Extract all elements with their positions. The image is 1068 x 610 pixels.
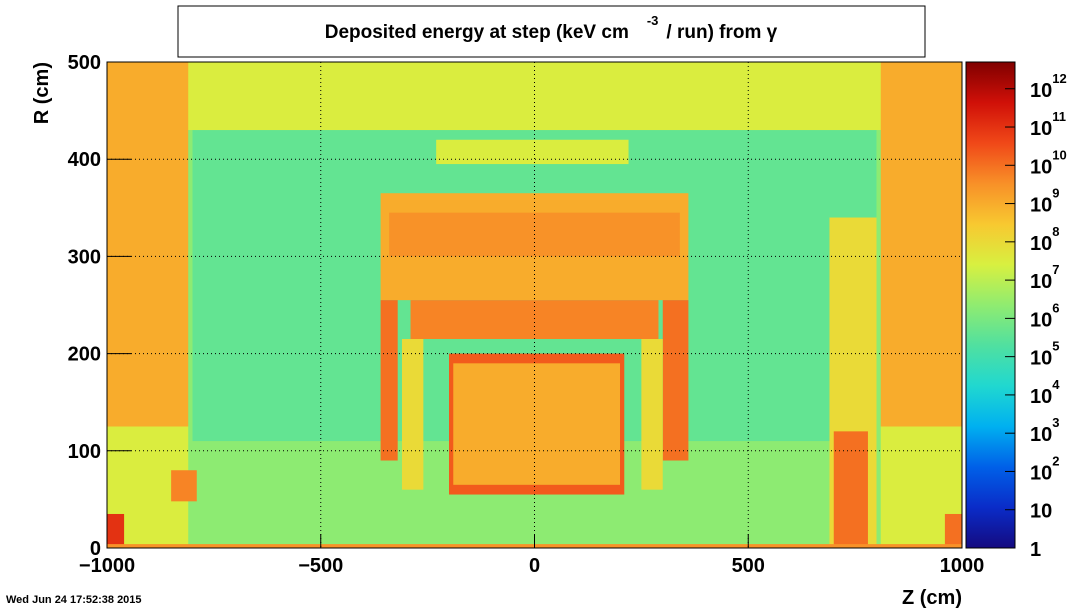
x-tick-label: −1000	[79, 555, 135, 577]
z-tick-label: 107	[1030, 262, 1059, 293]
z-tick-label: 104	[1030, 377, 1060, 408]
z-tick-exponent: 6	[1052, 300, 1059, 315]
z-tick-exponent: 4	[1052, 377, 1060, 392]
heat-cell	[107, 513, 125, 548]
z-tick-base: 10	[1030, 118, 1052, 140]
title-text: / run) from γ	[666, 22, 777, 43]
title-superscript: -3	[647, 13, 659, 28]
heat-cell	[107, 62, 189, 427]
z-tick-base: 10	[1030, 386, 1052, 408]
title-text: Deposited energy at step (keV cm	[325, 22, 629, 43]
z-tick-label: 106	[1030, 300, 1059, 331]
footer-date: Wed Jun 24 17:52:38 2015	[6, 594, 142, 606]
z-tick-base: 10	[1030, 348, 1052, 370]
z-tick-label: 1	[1030, 539, 1041, 561]
z-tick-exponent: 7	[1052, 262, 1059, 277]
x-tick-label: −500	[298, 555, 343, 577]
z-tick-exponent: 3	[1052, 415, 1059, 430]
heat-cell	[107, 62, 962, 131]
z-tick-base: 10	[1030, 156, 1052, 178]
y-tick-label: 500	[68, 52, 101, 74]
heat-cell	[171, 470, 197, 502]
heat-cell	[833, 431, 868, 548]
z-tick-label: 103	[1030, 415, 1059, 446]
heat-cell	[380, 300, 398, 461]
x-tick-label: 1000	[940, 555, 985, 577]
chart-title: Deposited energy at step (keV cm -3 / run)…	[325, 13, 778, 43]
heat-cell	[436, 139, 629, 165]
y-tick-label: 400	[68, 149, 101, 171]
heat-cell	[401, 339, 424, 490]
color-bar	[965, 61, 1016, 549]
z-tick-base: 10	[1030, 462, 1052, 484]
z-tick-label: 102	[1030, 453, 1059, 484]
z-tick-base: 10	[1030, 271, 1052, 293]
x-axis-label: Z (cm)	[902, 587, 962, 609]
z-tick-base: 10	[1030, 501, 1052, 523]
z-tick-label: 1011	[1030, 109, 1066, 140]
z-tick-label: 1010	[1030, 147, 1067, 178]
heat-cell	[880, 62, 962, 427]
z-tick-base: 1	[1030, 539, 1041, 561]
heat-cell	[410, 300, 659, 340]
z-tick-base: 10	[1030, 80, 1052, 102]
z-tick-base: 10	[1030, 424, 1052, 446]
z-tick-label: 108	[1030, 224, 1059, 255]
z-tick-label: 109	[1030, 186, 1059, 217]
z-tick-label: 1012	[1030, 71, 1067, 102]
z-tick-base: 10	[1030, 195, 1052, 217]
y-tick-label: 0	[90, 538, 101, 560]
heat-cell	[641, 339, 663, 490]
heat-cell	[944, 513, 962, 548]
z-tick-base: 10	[1030, 233, 1052, 255]
z-tick-exponent: 5	[1052, 339, 1059, 354]
z-tick-exponent: 8	[1052, 224, 1059, 239]
y-tick-label: 300	[68, 246, 101, 268]
title-box	[177, 5, 926, 58]
y-axis-label: R (cm)	[31, 62, 53, 124]
y-tick-label: 100	[68, 441, 101, 463]
x-tick-label: 500	[732, 555, 765, 577]
heat-cell	[662, 300, 689, 461]
x-tick-label: 0	[529, 555, 540, 577]
z-tick-exponent: 11	[1052, 109, 1066, 124]
z-tick-exponent: 12	[1052, 71, 1066, 86]
z-tick-label: 10	[1030, 501, 1052, 523]
heat-cell	[453, 363, 620, 485]
z-tick-exponent: 2	[1052, 453, 1059, 468]
z-tick-exponent: 10	[1052, 147, 1066, 162]
z-tick-exponent: 9	[1052, 186, 1059, 201]
z-tick-label: 105	[1030, 339, 1059, 370]
z-tick-base: 10	[1030, 309, 1052, 331]
y-tick-label: 200	[68, 344, 101, 366]
